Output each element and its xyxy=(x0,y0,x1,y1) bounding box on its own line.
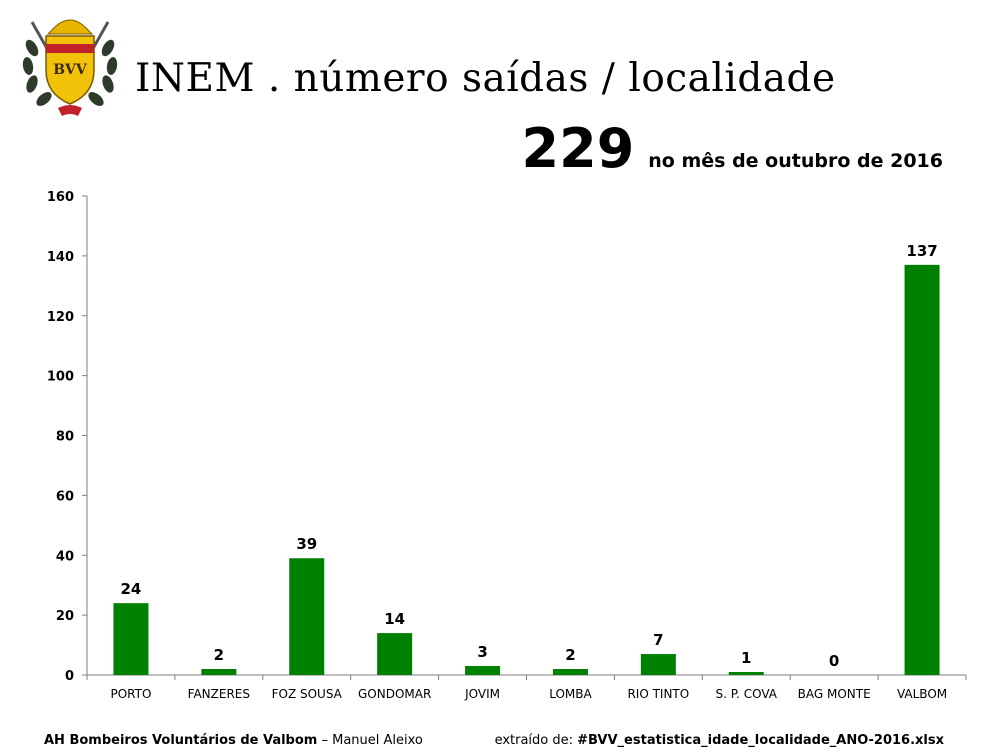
footer-credits: AH Bombeiros Voluntários de Valbom – Man… xyxy=(44,733,423,748)
footer-author: Manuel Aleixo xyxy=(332,733,423,748)
bar xyxy=(904,264,940,675)
y-tick-label: 0 xyxy=(65,669,74,684)
data-label: 3 xyxy=(477,643,487,661)
data-label: 2 xyxy=(214,646,224,664)
y-tick-label: 160 xyxy=(47,190,74,205)
x-tick-label: FOZ SOUSA xyxy=(272,687,343,701)
total-count: 229 xyxy=(521,117,635,180)
logo-crest-icon: BVV xyxy=(22,19,118,116)
x-tick-label: GONDOMAR xyxy=(358,687,431,701)
page-title: INEM . número saídas / localidade xyxy=(135,56,836,101)
y-tick-label: 80 xyxy=(56,430,74,445)
bar xyxy=(465,666,501,675)
data-label: 7 xyxy=(653,631,663,649)
bar xyxy=(289,558,325,675)
bar xyxy=(113,603,149,675)
x-tick-label: PORTO xyxy=(110,687,151,701)
bar xyxy=(640,654,676,675)
bar xyxy=(552,669,588,675)
data-label: 14 xyxy=(384,610,405,628)
x-tick-label: LOMBA xyxy=(549,687,592,701)
footer-org: AH Bombeiros Voluntários de Valbom xyxy=(44,733,318,748)
data-label: 24 xyxy=(121,580,142,598)
x-tick-label: JOVIM xyxy=(464,687,500,701)
x-tick-label: VALBOM xyxy=(897,687,947,701)
bar xyxy=(377,633,413,675)
logo-letters: BVV xyxy=(53,62,88,78)
y-tick-label: 40 xyxy=(56,549,74,564)
bar xyxy=(728,672,764,675)
y-tick-label: 140 xyxy=(47,250,74,265)
total-summary: 229 no mês de outubro de 2016 xyxy=(522,122,943,176)
footer-source-prefix: extraído de: xyxy=(494,733,578,748)
y-tick-label: 60 xyxy=(56,489,74,504)
y-tick-label: 100 xyxy=(47,370,74,385)
data-label: 0 xyxy=(829,652,839,670)
x-tick-label: RIO TINTO xyxy=(627,687,689,701)
bar xyxy=(201,669,237,675)
y-tick-label: 20 xyxy=(56,609,74,624)
bar-chart: 02040608010012014016024PORTO2FANZERES39F… xyxy=(47,190,967,701)
footer-separator: – xyxy=(317,733,333,748)
y-tick-label: 120 xyxy=(47,310,74,325)
data-label: 137 xyxy=(906,242,937,260)
x-tick-label: S. P. COVA xyxy=(715,687,777,701)
footer-source: extraído de: #BVV_estatistica_idade_loca… xyxy=(495,733,944,748)
data-label: 1 xyxy=(741,649,751,667)
x-tick-label: BAG MONTE xyxy=(798,687,871,701)
footer-source-file: #BVV_estatistica_idade_localidade_ANO-20… xyxy=(577,733,944,748)
data-label: 39 xyxy=(296,535,317,553)
data-label: 2 xyxy=(565,646,575,664)
period-label: no mês de outubro de 2016 xyxy=(648,150,943,172)
x-tick-label: FANZERES xyxy=(188,687,250,701)
